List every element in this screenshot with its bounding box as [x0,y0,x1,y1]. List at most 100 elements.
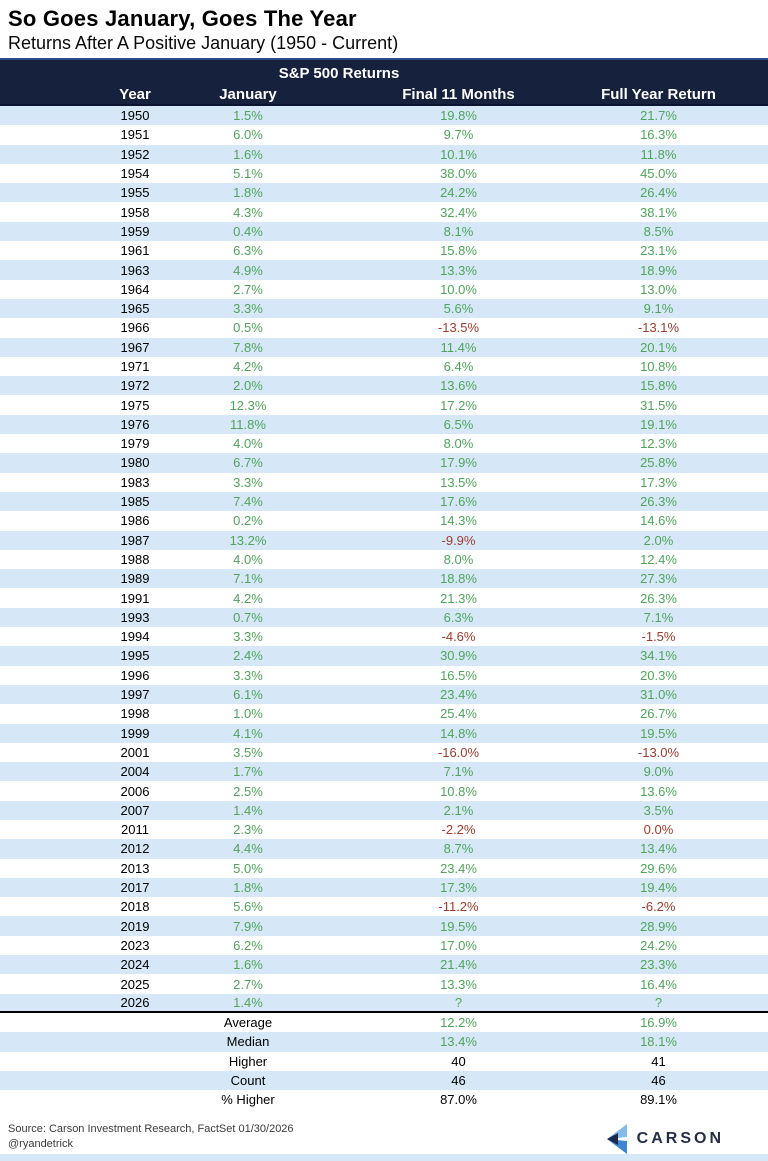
cell-year: 1999 [120,725,150,741]
cell-year: 1951 [120,127,150,143]
cell-full-year-return: 7.1% [643,609,674,625]
cell-final-11-months: 21.4% [440,957,477,973]
summary-full-year-return: 89.1% [640,1092,677,1108]
table-row: 2018 5.6% -11.2% -6.2% [0,897,768,916]
cell-final-11-months: 19.5% [440,918,477,934]
table-row: 1972 2.0% 13.6% 15.8% [0,376,768,396]
cell-final-11-months: 17.2% [440,397,477,413]
table-row: 1963 4.9% 13.3% 18.9% [0,260,768,280]
summary-final-11-months: 13.4% [440,1034,477,1050]
cell-full-year-return: ? [654,994,663,1010]
cell-january: 7.4% [233,494,263,510]
cell-january: 4.9% [233,262,263,278]
cell-january: 1.5% [233,108,263,124]
table-body: 1950 1.5% 19.8% 21.7% 1951 6.0% 9.7% 16.3% 1952 1… [0,106,768,1013]
cell-january: 5.1% [233,166,263,182]
cell-january: 13.2% [229,532,267,548]
cell-full-year-return: 2.0% [643,532,674,548]
cell-january: 4.3% [233,204,263,220]
cell-year: 1980 [120,455,150,471]
summary-row: Average 12.2% 16.9% [0,1013,768,1032]
cell-year: 1979 [120,436,150,452]
cell-final-11-months: ? [454,994,463,1010]
table-row: 2013 5.0% 23.4% 29.6% [0,859,768,878]
column-header-final-11-months: Final 11 Months [402,85,515,103]
summary-label: % Higher [221,1092,275,1108]
cell-final-11-months: 19.8% [440,108,477,124]
chart-subtitle: Returns After A Positive January (1950 -… [8,33,399,53]
cell-final-11-months: 13.5% [440,474,477,490]
column-header-full-year-return: Full Year Return [601,85,716,103]
cell-year: 1998 [120,706,150,722]
cell-january: 3.3% [233,301,263,317]
cell-final-11-months: -16.0% [437,744,480,760]
cell-year: 2019 [120,918,150,934]
cell-january: 4.1% [233,725,263,741]
cell-final-11-months: 15.8% [440,243,477,259]
cell-january: 2.7% [233,976,263,992]
cell-final-11-months: -9.9% [441,532,476,548]
cell-final-11-months: 30.9% [440,648,477,664]
cell-year: 1961 [120,243,150,259]
cell-january: 0.5% [233,320,263,336]
carson-logo-text: CARSON [636,1130,724,1147]
summary-final-11-months: 87.0% [440,1092,477,1108]
cell-final-11-months: 8.1% [443,223,474,239]
cell-january: 3.3% [233,474,263,490]
table-summary: Average 12.2% 16.9% Median 13.4% 18.1% Higher 4… [0,1013,768,1109]
cell-full-year-return: 19.5% [640,725,677,741]
table-row: 1966 0.5% -13.5% -13.1% [0,318,768,337]
source-block: Source: Carson Investment Research, Fact… [8,1122,294,1152]
cell-year: 1955 [120,185,150,201]
cell-final-11-months: 17.3% [440,880,477,896]
table-row: 1983 3.3% 13.5% 17.3% [0,473,768,492]
cell-full-year-return: 45.0% [640,166,677,182]
cell-january: 4.4% [233,841,263,857]
table-row: 1964 2.7% 10.0% 13.0% [0,280,768,299]
cell-final-11-months: 13.3% [440,262,477,278]
table-row: 2007 1.4% 2.1% 3.5% [0,800,768,820]
table-row: 1988 4.0% 8.0% 12.4% [0,550,768,569]
table-header: S&P 500 Returns Year January Final 11 Mo… [0,58,768,106]
cell-full-year-return: 9.1% [643,301,674,317]
cell-january: 1.6% [233,146,263,162]
table-row: 1975 12.3% 17.2% 31.5% [0,395,768,414]
cell-january: 1.0% [233,706,263,722]
cell-january: 1.4% [233,994,263,1010]
cell-january: 3.5% [233,744,263,760]
cell-january: 0.2% [233,513,263,529]
cell-full-year-return: 28.9% [640,918,677,934]
cell-final-11-months: 25.4% [440,706,477,722]
cell-full-year-return: 13.0% [640,281,677,297]
cell-full-year-return: 29.6% [640,860,677,876]
cell-january: 2.3% [233,822,263,838]
table-row: 1965 3.3% 5.6% 9.1% [0,298,768,319]
cell-year: 2013 [120,860,150,876]
table-row: 1994 3.3% -4.6% -1.5% [0,627,768,646]
group-header-row: S&P 500 Returns [0,60,768,82]
cell-final-11-months: 6.3% [443,609,474,625]
cell-january: 11.8% [230,416,266,432]
cell-final-11-months: 8.7% [443,841,474,857]
table-row: 1951 6.0% 9.7% 16.3% [0,125,768,144]
summary-row: Higher 40 41 [0,1052,768,1071]
cell-year: 2006 [120,783,150,799]
cell-january: 2.7% [233,281,263,297]
cell-full-year-return: -13.1% [637,320,680,336]
cell-january: 2.4% [233,648,263,664]
table-row: 2023 6.2% 17.0% 24.2% [0,936,768,955]
cell-final-11-months: -11.2% [438,899,479,915]
cell-final-11-months: 13.3% [440,976,477,992]
cell-full-year-return: 25.8% [640,455,677,471]
cell-final-11-months: 7.1% [443,764,474,780]
cell-january: 4.2% [233,590,263,606]
table-row: 1997 6.1% 23.4% 31.0% [0,684,768,705]
cell-full-year-return: 26.7% [640,706,677,722]
column-header-row: Year January Final 11 Months Full Year R… [0,82,768,106]
cell-year: 1985 [120,494,150,510]
cell-full-year-return: 27.3% [640,571,677,587]
cell-final-11-months: 10.0% [440,281,477,297]
table-row: 2019 7.9% 19.5% 28.9% [0,916,768,936]
summary-label: Median [226,1034,270,1050]
cell-year: 2026 [120,994,150,1010]
